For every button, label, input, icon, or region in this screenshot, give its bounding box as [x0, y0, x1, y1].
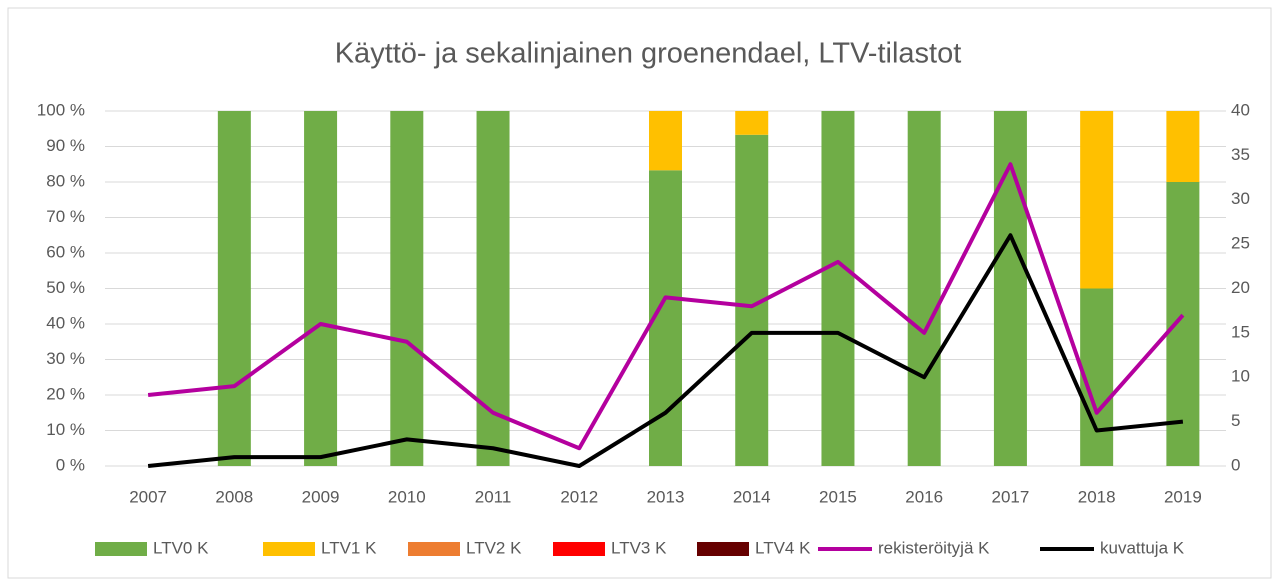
y2-tick-label: 15: [1231, 322, 1250, 341]
y2-tick-label: 0: [1231, 455, 1240, 474]
y-tick-label: 60 %: [46, 242, 85, 261]
legend-label: LTV2 K: [466, 538, 522, 557]
x-tick-label: 2018: [1078, 487, 1116, 506]
bar-segment: [1166, 182, 1200, 466]
legend-label: rekisteröityjä K: [878, 538, 990, 557]
legend-label: LTV3 K: [611, 538, 667, 557]
legend-label: kuvattuja K: [1100, 538, 1185, 557]
bar-segment: [217, 111, 251, 466]
legend-label: LTV1 K: [321, 538, 377, 557]
y2-tick-label: 20: [1231, 278, 1250, 297]
y-tick-label: 20 %: [46, 384, 85, 403]
legend-swatch: [553, 542, 605, 556]
y-tick-label: 100 %: [37, 100, 85, 119]
x-tick-label: 2014: [733, 487, 771, 506]
y2-tick-label: 10: [1231, 367, 1250, 386]
bar-segment: [649, 111, 682, 171]
bar-segment: [1166, 111, 1200, 182]
x-tick-label: 2013: [647, 487, 685, 506]
legend-label: LTV4 K: [755, 538, 811, 557]
bar-segment: [821, 111, 855, 466]
y2-tick-label: 35: [1231, 145, 1250, 164]
x-tick-label: 2012: [560, 487, 598, 506]
legend-swatch: [408, 542, 460, 556]
bar-segment: [735, 111, 769, 135]
legend-label: LTV0 K: [153, 538, 209, 557]
bar-segment: [476, 111, 510, 466]
legend-swatch: [697, 542, 749, 556]
x-tick-label: 2009: [302, 487, 340, 506]
x-tick-label: 2016: [905, 487, 943, 506]
legend-swatch: [95, 542, 147, 556]
bar-segment: [907, 111, 941, 466]
bar-segment: [304, 111, 338, 466]
y2-tick-label: 40: [1231, 100, 1250, 119]
y2-tick-label: 30: [1231, 189, 1250, 208]
line-series: [147, 162, 1185, 451]
x-tick-label: 2019: [1164, 487, 1202, 506]
bar-segment: [1080, 111, 1114, 289]
bar-segment: [390, 111, 424, 466]
line-series: [147, 233, 1184, 468]
y2-tick-label: 5: [1231, 411, 1240, 430]
y-tick-label: 40 %: [46, 313, 85, 332]
y-tick-label: 90 %: [46, 136, 85, 155]
y-tick-label: 30 %: [46, 349, 85, 368]
legend-swatch: [263, 542, 315, 556]
y-tick-label: 70 %: [46, 207, 85, 226]
y-tick-label: 0 %: [56, 455, 85, 474]
y-tick-label: 50 %: [46, 278, 85, 297]
x-tick-label: 2011: [475, 487, 512, 506]
chart-title: Käyttö- ja sekalinjainen groenendael, LT…: [335, 38, 962, 70]
x-tick-label: 2017: [992, 487, 1030, 506]
x-tick-label: 2010: [388, 487, 426, 506]
x-tick-label: 2008: [215, 487, 253, 506]
y2-tick-label: 25: [1231, 234, 1250, 253]
x-tick-label: 2007: [129, 487, 167, 506]
y-tick-label: 80 %: [46, 171, 85, 190]
y-tick-label: 10 %: [46, 420, 85, 439]
x-tick-label: 2015: [819, 487, 857, 506]
